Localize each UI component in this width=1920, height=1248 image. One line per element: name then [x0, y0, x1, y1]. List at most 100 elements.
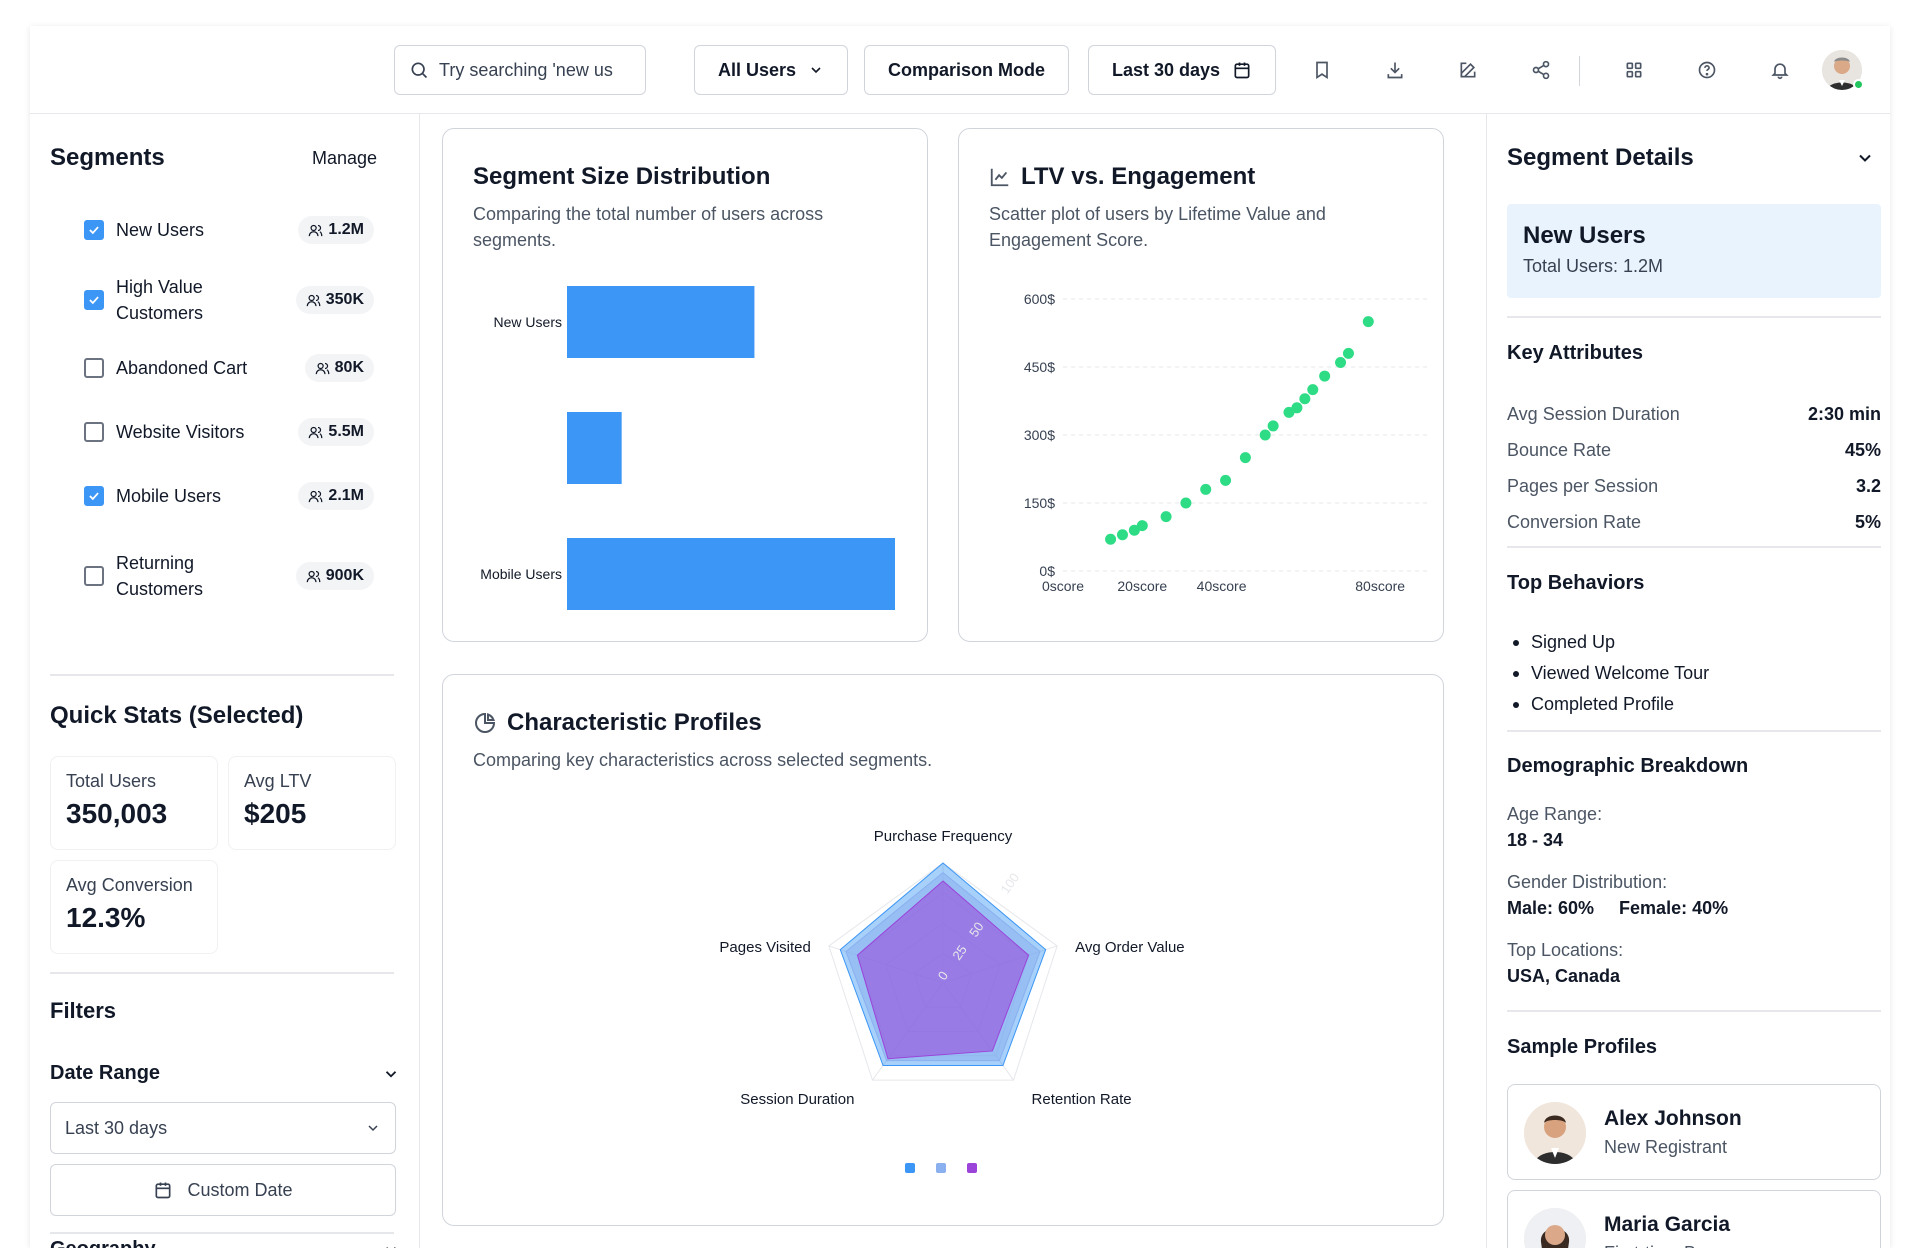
- segment-count-badge: 2.1M: [298, 482, 374, 510]
- divider: [50, 1232, 394, 1234]
- edit-button[interactable]: [1448, 50, 1488, 90]
- demographic-breakdown-title: Demographic Breakdown: [1507, 755, 1749, 777]
- selected-segment-total: Total Users: 1.2M: [1523, 256, 1664, 276]
- selected-segment-card: New Users Total Users: 1.2M: [1507, 204, 1881, 298]
- scatter-point: [1319, 370, 1331, 382]
- attribute-value: 5%: [1854, 512, 1881, 532]
- left-sidebar: Segments Manage New Users 1.2M High Value …: [30, 114, 420, 1248]
- manage-segments-link[interactable]: Manage: [312, 148, 378, 168]
- y-tick-label: 300$: [1024, 427, 1055, 443]
- radar-scale-label: 50: [966, 919, 987, 939]
- bar: [567, 286, 755, 358]
- legend-swatch: [936, 1163, 946, 1173]
- total-users-stat: Total Users 350,003: [50, 756, 218, 850]
- segment-checkbox[interactable]: [84, 290, 104, 310]
- avg-ltv-stat: Avg LTV $205: [228, 756, 396, 850]
- bookmark-button[interactable]: [1302, 50, 1342, 90]
- segment-count-badge: 900K: [295, 562, 374, 590]
- top-toolbar: All Users Comparison Mode Last 30 days: [30, 26, 1890, 114]
- app-window: All Users Comparison Mode Last 30 days: [30, 26, 1890, 1248]
- notifications-button[interactable]: [1760, 50, 1800, 90]
- x-tick-label: 40score: [1197, 578, 1247, 594]
- geography-filter-header[interactable]: Geography: [50, 1238, 400, 1248]
- age-range-value: 18 - 34: [1507, 830, 1564, 850]
- segment-label: Mobile Users: [116, 486, 222, 506]
- stat-value: 12.3%: [66, 902, 146, 933]
- user-avatar[interactable]: [1822, 50, 1864, 90]
- segment-item[interactable]: New Users 1.2M: [84, 210, 374, 250]
- segment-count: 5.5M: [328, 423, 364, 440]
- profile-avatar: [1524, 1208, 1586, 1248]
- segment-item[interactable]: High Value Customers 350K: [84, 274, 374, 326]
- profile-name: Alex Johnson: [1604, 1107, 1742, 1130]
- scatter-point: [1362, 316, 1374, 328]
- attribute-label: Bounce Rate: [1507, 440, 1612, 460]
- x-tick-label: 20score: [1117, 578, 1167, 594]
- chevron-down-icon: [365, 1120, 381, 1136]
- grid-icon: [1624, 60, 1644, 80]
- gender-distribution-value: Male: 60% Female: 40%: [1507, 898, 1729, 918]
- apps-button[interactable]: [1614, 50, 1654, 90]
- pie-chart-icon: [473, 711, 497, 735]
- segment-label: New Users: [116, 220, 205, 240]
- legend-swatch: [905, 1163, 915, 1173]
- comparison-mode-button[interactable]: Comparison Mode: [864, 45, 1069, 95]
- help-button[interactable]: [1687, 50, 1727, 90]
- scatter-point: [1267, 420, 1279, 432]
- sample-profile-card[interactable]: Alex Johnson New Registrant: [1507, 1084, 1881, 1180]
- comparison-mode-label: Comparison Mode: [887, 59, 1045, 80]
- radar-series: [856, 880, 1030, 1060]
- chevron-down-icon[interactable]: [1855, 148, 1875, 168]
- segment-count: 900K: [325, 567, 364, 584]
- segment-item[interactable]: Website Visitors 5.5M: [84, 412, 374, 452]
- search-icon: [409, 60, 429, 80]
- sample-profile-card[interactable]: Maria Garcia First-time Buyer: [1507, 1190, 1881, 1248]
- segment-item[interactable]: Abandoned Cart 80K: [84, 348, 374, 388]
- segment-item[interactable]: Returning Customers 900K: [84, 550, 374, 602]
- legend-swatch: [967, 1163, 977, 1173]
- date-range-select[interactable]: Last 30 days: [50, 1102, 396, 1154]
- segments-title: Segments: [50, 144, 165, 171]
- edit-icon: [1458, 60, 1478, 80]
- segment-label: Returning Customers: [116, 553, 204, 599]
- segment-checkbox[interactable]: [84, 486, 104, 506]
- segment-count: 2.1M: [328, 487, 364, 504]
- scatter-point: [1299, 393, 1311, 405]
- card-subtitle: Engagement Score.: [989, 230, 1149, 250]
- download-button[interactable]: [1375, 50, 1415, 90]
- share-icon: [1531, 60, 1551, 80]
- scatter-point: [1105, 533, 1117, 545]
- users-icon: [315, 361, 330, 376]
- segment-checkbox[interactable]: [84, 566, 104, 586]
- date-range-button[interactable]: Last 30 days: [1088, 45, 1276, 95]
- segment-checkbox[interactable]: [84, 220, 104, 240]
- custom-date-button[interactable]: Custom Date: [50, 1164, 396, 1216]
- download-icon: [1385, 60, 1405, 80]
- segment-count-badge: 5.5M: [298, 418, 374, 446]
- segment-item[interactable]: Mobile Users 2.1M: [84, 476, 374, 516]
- x-tick-label: 80score: [1355, 578, 1405, 594]
- bell-icon: [1770, 60, 1790, 80]
- segment-checkbox[interactable]: [84, 422, 104, 442]
- stat-label: Avg Conversion: [66, 875, 193, 895]
- search-input[interactable]: [439, 59, 629, 81]
- date-range-filter-header[interactable]: Date Range: [50, 1062, 400, 1085]
- behavior-label: Signed Up: [1531, 632, 1616, 652]
- segment-count-badge: 350K: [295, 286, 374, 314]
- quick-stats-title: Quick Stats (Selected): [50, 702, 304, 729]
- users-icon: [306, 293, 321, 308]
- share-button[interactable]: [1521, 50, 1561, 90]
- search-box[interactable]: [394, 45, 646, 95]
- calendar-icon: [153, 1180, 173, 1200]
- radar-scale-label: 100: [997, 870, 1022, 896]
- behavior-label: Viewed Welcome Tour: [1531, 663, 1710, 683]
- scatter-point: [1239, 452, 1251, 464]
- scatter-point: [1342, 347, 1354, 359]
- segment-details-title: Segment Details: [1507, 144, 1694, 171]
- gender-distribution-label: Gender Distribution:: [1507, 872, 1668, 892]
- segment-checkbox[interactable]: [84, 358, 104, 378]
- scatter-point: [1160, 511, 1172, 523]
- audience-dropdown[interactable]: All Users: [694, 45, 848, 95]
- segment-label: Website Visitors: [116, 422, 245, 442]
- x-tick-label: 0score: [1042, 578, 1084, 594]
